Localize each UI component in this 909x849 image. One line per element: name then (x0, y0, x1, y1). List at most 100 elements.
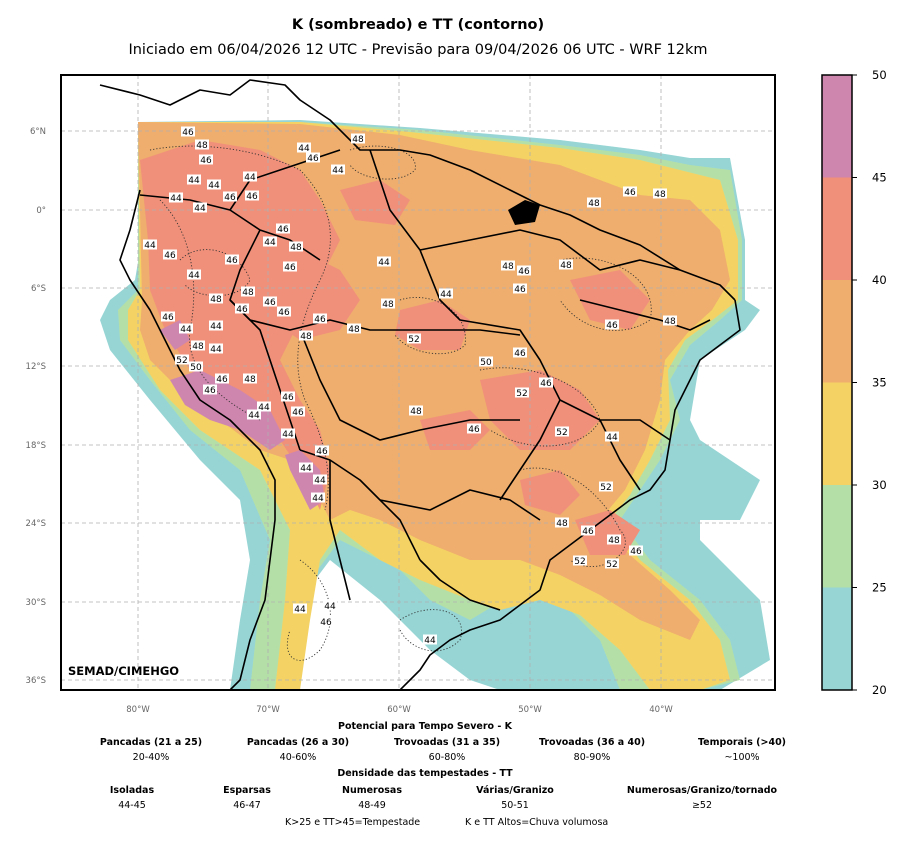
svg-text:44: 44 (298, 144, 310, 154)
map-frame (60, 74, 776, 691)
svg-text:46: 46 (514, 349, 526, 359)
tt-label: 48 (501, 260, 515, 272)
tt-label: 44 (313, 474, 327, 486)
colorbar-band (822, 75, 852, 178)
svg-text:44: 44 (294, 605, 306, 615)
colorbar-tick-label: 40 (872, 273, 887, 287)
svg-text:52: 52 (556, 428, 567, 438)
svg-text:44: 44 (606, 433, 618, 443)
lon-tick-label: 40°W (649, 705, 673, 715)
tt-label: 44 (605, 431, 619, 443)
tt-label: 46 (513, 283, 527, 295)
svg-text:46: 46 (224, 193, 236, 203)
tt-label: 46 (245, 190, 259, 202)
tt-label: 48 (195, 139, 209, 151)
colorbar-band (822, 382, 852, 485)
svg-text:48: 48 (348, 325, 360, 335)
colorbar-tick-label: 45 (872, 171, 887, 185)
svg-text:46: 46 (282, 393, 294, 403)
tt-label: 44 (143, 239, 157, 251)
tt-label: 48 (209, 293, 223, 305)
lat-tick-label: 18°S (26, 441, 46, 451)
svg-text:52: 52 (600, 483, 611, 493)
credit-label: SEMAD/CIMEHGO (68, 664, 179, 678)
legend-note-rain: K e TT Altos=Chuva volumosa (465, 817, 609, 828)
svg-text:44: 44 (248, 411, 260, 421)
svg-text:46: 46 (200, 156, 212, 166)
svg-text:48: 48 (210, 295, 222, 305)
svg-text:46: 46 (162, 313, 174, 323)
legend-item-label: Trovoadas (36 a 40) (538, 737, 646, 748)
colorbar-band (822, 177, 852, 280)
legend-item-label: Numerosas/Granizo/tornado (626, 785, 778, 796)
colorbar-tick-label: 50 (872, 68, 887, 82)
legend-note-storm: K>25 e TT>45=Tempestade (285, 817, 421, 828)
legend-item: Numerosas 48-49 (282, 785, 462, 811)
svg-text:52: 52 (516, 389, 527, 399)
lat-tick-label: 6°N (30, 127, 46, 137)
legend-item-value: 20-40% (132, 752, 170, 763)
tt-label: 46 (319, 616, 333, 628)
svg-text:48: 48 (560, 261, 572, 271)
svg-text:44: 44 (188, 271, 200, 281)
lat-tick-label: 30°S (26, 598, 46, 608)
legend-item-label: Temporais (>40) (697, 737, 787, 748)
svg-text:48: 48 (654, 190, 666, 200)
tt-label: 44 (331, 164, 345, 176)
svg-text:48: 48 (382, 300, 394, 310)
tt-label: 46 (623, 186, 637, 198)
tt-label: 44 (209, 343, 223, 355)
legend-item: Pancadas (26 a 30) 40-60% (208, 737, 388, 763)
tt-label: 46 (235, 303, 249, 315)
chart-title: K (sombreado) e TT (contorno) (291, 17, 545, 33)
tt-label: 46 (629, 545, 643, 557)
marajo-island (508, 200, 540, 225)
tt-label: 46 (203, 384, 217, 396)
tt-label: 48 (299, 330, 313, 342)
tt-label: 48 (587, 197, 601, 209)
tt-label: 48 (351, 133, 365, 145)
lon-tick-label: 50°W (518, 705, 542, 715)
tt-label: 44 (297, 142, 311, 154)
svg-text:44: 44 (180, 325, 192, 335)
coastlines-borders (99, 79, 741, 690)
tt-label: 46 (277, 306, 291, 318)
svg-text:44: 44 (264, 238, 276, 248)
legend-item: Pancadas (21 a 25) 20-40% (61, 737, 241, 763)
tt-label: 44 (247, 409, 261, 421)
lat-tick-label: 6°S (31, 284, 46, 294)
svg-text:46: 46 (164, 251, 176, 261)
svg-text:46: 46 (320, 618, 332, 628)
svg-text:48: 48 (242, 288, 254, 298)
graticule (61, 75, 775, 690)
tt-label: 44 (243, 171, 257, 183)
legend-item-label: Numerosas (342, 785, 402, 796)
tt-label: 46 (315, 445, 329, 457)
svg-text:46: 46 (236, 305, 248, 315)
svg-text:44: 44 (210, 345, 222, 355)
svg-text:46: 46 (582, 527, 594, 537)
tt-label: 44 (187, 174, 201, 186)
svg-text:44: 44 (144, 241, 156, 251)
tt-label: 46 (581, 525, 595, 537)
legend-item-value: 44-45 (118, 800, 146, 811)
colorbar-tick-label: 35 (872, 376, 887, 390)
colorbar-band (822, 280, 852, 383)
svg-text:44: 44 (170, 194, 182, 204)
legend-item-label: Pancadas (21 a 25) (99, 737, 203, 748)
tt-label: 52 (175, 354, 189, 366)
legend-item-value: 50-51 (501, 800, 529, 811)
lat-tick-label: 24°S (26, 519, 46, 529)
svg-text:48: 48 (192, 342, 204, 352)
tt-label: 50 (479, 356, 493, 368)
tt-label: 48 (559, 259, 573, 271)
svg-text:46: 46 (468, 425, 480, 435)
tt-label: 44 (193, 202, 207, 214)
legend-item-value: ≥52 (691, 800, 713, 811)
legend-item: Trovoadas (36 a 40) 80-90% (502, 737, 682, 763)
tt-label: 52 (599, 481, 613, 493)
svg-text:46: 46 (307, 154, 319, 164)
tt-label: 46 (306, 152, 320, 164)
svg-text:44: 44 (210, 322, 222, 332)
